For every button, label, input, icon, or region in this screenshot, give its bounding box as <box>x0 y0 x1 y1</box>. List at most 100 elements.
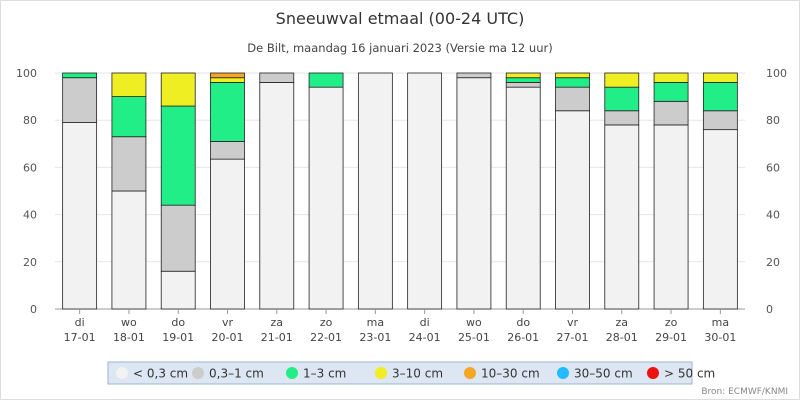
legend-label: < 0,3 cm <box>133 367 188 381</box>
bar-segment <box>456 72 492 79</box>
bar-segment <box>555 72 590 79</box>
bar-segment <box>62 122 98 310</box>
bar-segment <box>702 129 738 310</box>
x-tick-label-date: 17-01 <box>64 331 96 344</box>
bar-segment <box>505 86 541 310</box>
x-tick-label-day: vr <box>222 316 234 329</box>
bar-segment <box>259 72 295 83</box>
x-tick-label-date: 23-01 <box>359 331 391 344</box>
bar-segment <box>308 72 344 88</box>
y-tick-label-left: 0 <box>30 303 37 316</box>
bar-segment <box>702 72 738 83</box>
legend-swatch <box>286 367 298 379</box>
bar-segment <box>653 124 689 310</box>
bar-segment <box>505 82 541 88</box>
bar-segment <box>210 158 245 310</box>
bar-segment <box>653 72 689 83</box>
x-tick-label-date: 26-01 <box>507 331 539 344</box>
bar-segment <box>160 204 196 272</box>
bar-stack <box>111 72 147 310</box>
y-tick-label-left: 100 <box>16 67 37 80</box>
y-axis-right: 0 20 40 60 80 100 <box>766 67 787 316</box>
x-tick-label-date: 22-01 <box>310 331 342 344</box>
bar-segment <box>555 110 590 310</box>
x-tick-label-day: za <box>616 316 629 329</box>
legend-label: 10–30 cm <box>481 367 540 381</box>
bar-segment <box>62 77 98 123</box>
bar-segment <box>357 72 393 310</box>
bar-segment <box>407 72 443 310</box>
legend-item: 1–3 cm <box>286 367 346 381</box>
bar-segment <box>604 110 640 126</box>
legend-label: 30–50 cm <box>574 367 633 381</box>
x-tick-label-date: 20-01 <box>212 331 244 344</box>
x-tick-label-day: zo <box>665 316 678 329</box>
bar-stack <box>308 72 344 310</box>
bar-segment <box>702 110 738 131</box>
x-tick-label-day: za <box>271 316 284 329</box>
legend-label: 1–3 cm <box>303 367 346 381</box>
bar-segment <box>702 82 738 112</box>
bar-stack <box>160 72 196 310</box>
bar-segment <box>210 72 245 79</box>
legend-swatch <box>192 367 204 379</box>
bar-stack <box>357 72 393 310</box>
bar-stack <box>407 72 443 310</box>
source-label: Bron: ECMWF/KNMI <box>701 387 788 397</box>
bar-segment <box>604 72 640 88</box>
x-tick-label-date: 29-01 <box>655 331 687 344</box>
bar-segment <box>604 124 640 310</box>
bar-segment <box>555 86 590 112</box>
bar-stack <box>604 72 640 310</box>
y-tick-label-right: 20 <box>766 256 780 269</box>
legend-label: 0,3–1 cm <box>209 367 264 381</box>
bar-stack <box>456 72 492 310</box>
x-tick-label-date: 21-01 <box>261 331 293 344</box>
bar-segment <box>505 72 541 79</box>
x-tick-label-date: 24-01 <box>409 331 441 344</box>
x-tick-label-date: 18-01 <box>113 331 145 344</box>
y-tick-label-right: 0 <box>766 303 773 316</box>
bar-segment <box>308 86 344 310</box>
legend-swatch <box>557 367 569 379</box>
y-tick-label-right: 60 <box>766 161 780 174</box>
legend-swatch <box>464 367 476 379</box>
bar-segment <box>604 86 640 112</box>
bar-segment <box>555 77 590 88</box>
bar-segment <box>111 96 147 138</box>
bar-segment <box>160 105 196 206</box>
x-tick-label-day: do <box>171 316 185 329</box>
y-tick-label-left: 60 <box>23 161 37 174</box>
bar-stack <box>505 72 541 310</box>
bar-segment <box>653 100 689 126</box>
legend-swatch <box>116 367 128 379</box>
x-tick-label-date: 28-01 <box>606 331 638 344</box>
x-tick-label-day: ma <box>712 316 729 329</box>
x-tick-label-day: ma <box>367 316 384 329</box>
bar-segment <box>160 270 196 310</box>
legend-item: 10–30 cm <box>464 367 540 381</box>
bar-stack <box>210 72 245 310</box>
bar-stack <box>259 72 295 310</box>
y-tick-label-right: 100 <box>766 67 787 80</box>
y-axis-left: 0 20 40 60 80 100 <box>16 67 37 316</box>
bar-segment <box>111 190 147 310</box>
x-tick-label-day: wo <box>121 316 137 329</box>
legend-label: 3–10 cm <box>392 367 443 381</box>
bar-segment <box>62 72 98 79</box>
y-tick-label-right: 80 <box>766 114 780 127</box>
x-tick-label-date: 27-01 <box>557 331 589 344</box>
x-tick-label-day: wo <box>466 316 482 329</box>
legend: < 0,3 cm 0,3–1 cm 1–3 cm 3–10 cm 10–30 cm 30–… <box>107 361 715 385</box>
chart-subtitle: De Bilt, maandag 16 januari 2023 (Versie… <box>247 41 552 55</box>
bar-segment <box>111 72 147 98</box>
x-tick-label-day: vr <box>567 316 579 329</box>
x-tick-label-day: zo <box>320 316 333 329</box>
bar-segment <box>210 82 245 142</box>
y-tick-label-left: 80 <box>23 114 37 127</box>
y-tick-label-left: 20 <box>23 256 37 269</box>
legend-label: > 50 cm <box>664 367 715 381</box>
y-tick-label-left: 40 <box>23 209 37 222</box>
